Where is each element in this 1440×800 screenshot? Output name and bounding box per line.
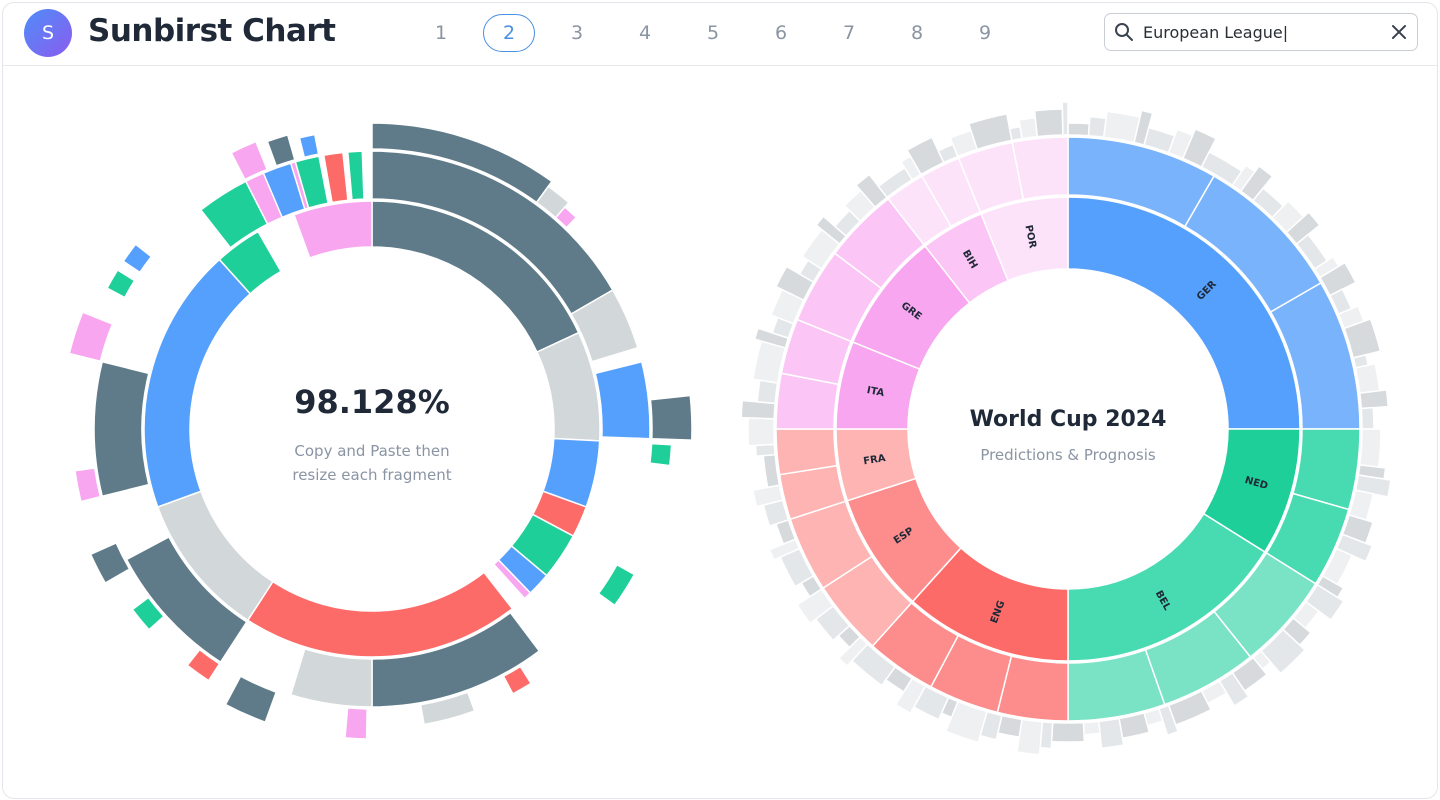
left-fragment-18[interactable] bbox=[298, 133, 320, 159]
left-fragment-1[interactable] bbox=[554, 206, 578, 229]
right-inner-por[interactable] bbox=[980, 196, 1069, 282]
page-button-4[interactable]: 4 bbox=[638, 22, 652, 44]
left-fragment-4[interactable] bbox=[597, 563, 636, 607]
left-fragment-5[interactable] bbox=[502, 665, 533, 695]
search-box bbox=[1104, 13, 1418, 51]
left-segment-12[interactable] bbox=[293, 200, 373, 259]
left-segment-11[interactable] bbox=[218, 230, 283, 295]
page-button-7[interactable]: 7 bbox=[842, 22, 856, 44]
left-segment-15[interactable] bbox=[594, 360, 651, 440]
right-inner-ger[interactable] bbox=[1067, 196, 1301, 430]
left-fragment-11[interactable] bbox=[89, 541, 131, 585]
left-center-value: 98.128% bbox=[294, 383, 450, 421]
left-fragment-20[interactable] bbox=[346, 150, 365, 201]
search-input[interactable] bbox=[1143, 19, 1383, 45]
right-outer-68[interactable] bbox=[747, 417, 776, 447]
right-center-subtitle: Predictions & Prognosis bbox=[980, 446, 1156, 464]
left-segment-18[interactable] bbox=[125, 535, 248, 664]
left-segment-17[interactable] bbox=[289, 648, 373, 708]
right-outer-42[interactable] bbox=[1118, 712, 1151, 740]
header-bar: S Sunbirst Chart 1 2 3 4 5 6 7 8 9 bbox=[3, 3, 1437, 66]
left-fragment-19[interactable] bbox=[322, 151, 349, 204]
ring-label-por: POR bbox=[1022, 224, 1037, 249]
page-title: Sunbirst Chart bbox=[88, 13, 336, 49]
left-fragment-16[interactable] bbox=[230, 140, 269, 181]
sunburst-charts: 98.128% Copy and Paste then resize each … bbox=[68, 101, 1392, 756]
page-button-6[interactable]: 6 bbox=[774, 22, 788, 44]
left-fragment-22[interactable] bbox=[262, 162, 306, 219]
right-outer-67[interactable] bbox=[754, 443, 776, 458]
right-outer-22[interactable] bbox=[1360, 406, 1375, 430]
right-outer-20[interactable] bbox=[1354, 362, 1381, 395]
left-fragment-2[interactable] bbox=[649, 394, 693, 441]
left-fragment-8[interactable] bbox=[224, 675, 278, 724]
close-icon[interactable] bbox=[1390, 23, 1408, 41]
page-button-8[interactable]: 8 bbox=[910, 22, 924, 44]
right-outer-44[interactable] bbox=[1082, 720, 1101, 736]
right-outer-91[interactable] bbox=[1061, 101, 1069, 136]
left-fragment-21[interactable] bbox=[294, 155, 329, 209]
right-outer-89[interactable] bbox=[1018, 116, 1039, 140]
left-center-caption-2: resize each fragment bbox=[292, 466, 451, 484]
left-segment-10[interactable] bbox=[143, 258, 252, 508]
left-segment-19[interactable] bbox=[93, 360, 150, 498]
right-outer-43[interactable] bbox=[1097, 717, 1125, 750]
left-fragment-7[interactable] bbox=[344, 707, 368, 740]
left-fragment-9[interactable] bbox=[186, 648, 221, 682]
right-outer-0[interactable] bbox=[1067, 122, 1091, 137]
left-fragment-15[interactable] bbox=[122, 243, 153, 274]
right-outer-70[interactable] bbox=[756, 379, 779, 405]
right-sunburst bbox=[740, 101, 1392, 756]
chart-area: 98.128% Copy and Paste then resize each … bbox=[3, 66, 1437, 798]
left-segment-7[interactable] bbox=[492, 558, 532, 600]
right-mid-9-1[interactable] bbox=[1011, 136, 1069, 201]
page-button-3[interactable]: 3 bbox=[570, 22, 584, 44]
left-fragment-3[interactable] bbox=[649, 442, 673, 467]
left-segment-14[interactable] bbox=[570, 288, 639, 363]
right-outer-21[interactable] bbox=[1358, 389, 1390, 410]
avatar[interactable]: S bbox=[24, 9, 72, 57]
left-sunburst bbox=[68, 122, 693, 740]
ring-label-ita: ITA bbox=[866, 385, 886, 399]
right-outer-45[interactable] bbox=[1050, 721, 1086, 743]
left-fragment-12[interactable] bbox=[74, 467, 102, 503]
right-outer-23[interactable] bbox=[1358, 428, 1382, 468]
left-center-caption-1: Copy and Paste then bbox=[294, 442, 449, 460]
left-fragment-17[interactable] bbox=[266, 133, 296, 167]
left-fragment-10[interactable] bbox=[131, 596, 165, 631]
left-fragment-13[interactable] bbox=[68, 311, 114, 363]
left-fragment-14[interactable] bbox=[106, 268, 136, 299]
left-fragment-6[interactable] bbox=[419, 691, 476, 726]
page-button-2-active[interactable]: 2 bbox=[483, 14, 535, 52]
right-outer-90[interactable] bbox=[1033, 108, 1064, 138]
page-button-9[interactable]: 9 bbox=[978, 22, 992, 44]
search-icon[interactable] bbox=[1114, 22, 1134, 42]
page-button-5[interactable]: 5 bbox=[706, 22, 720, 44]
right-center-title: World Cup 2024 bbox=[970, 407, 1167, 432]
ring-label-fra: FRA bbox=[863, 453, 887, 467]
page-button-1[interactable]: 1 bbox=[434, 22, 448, 44]
